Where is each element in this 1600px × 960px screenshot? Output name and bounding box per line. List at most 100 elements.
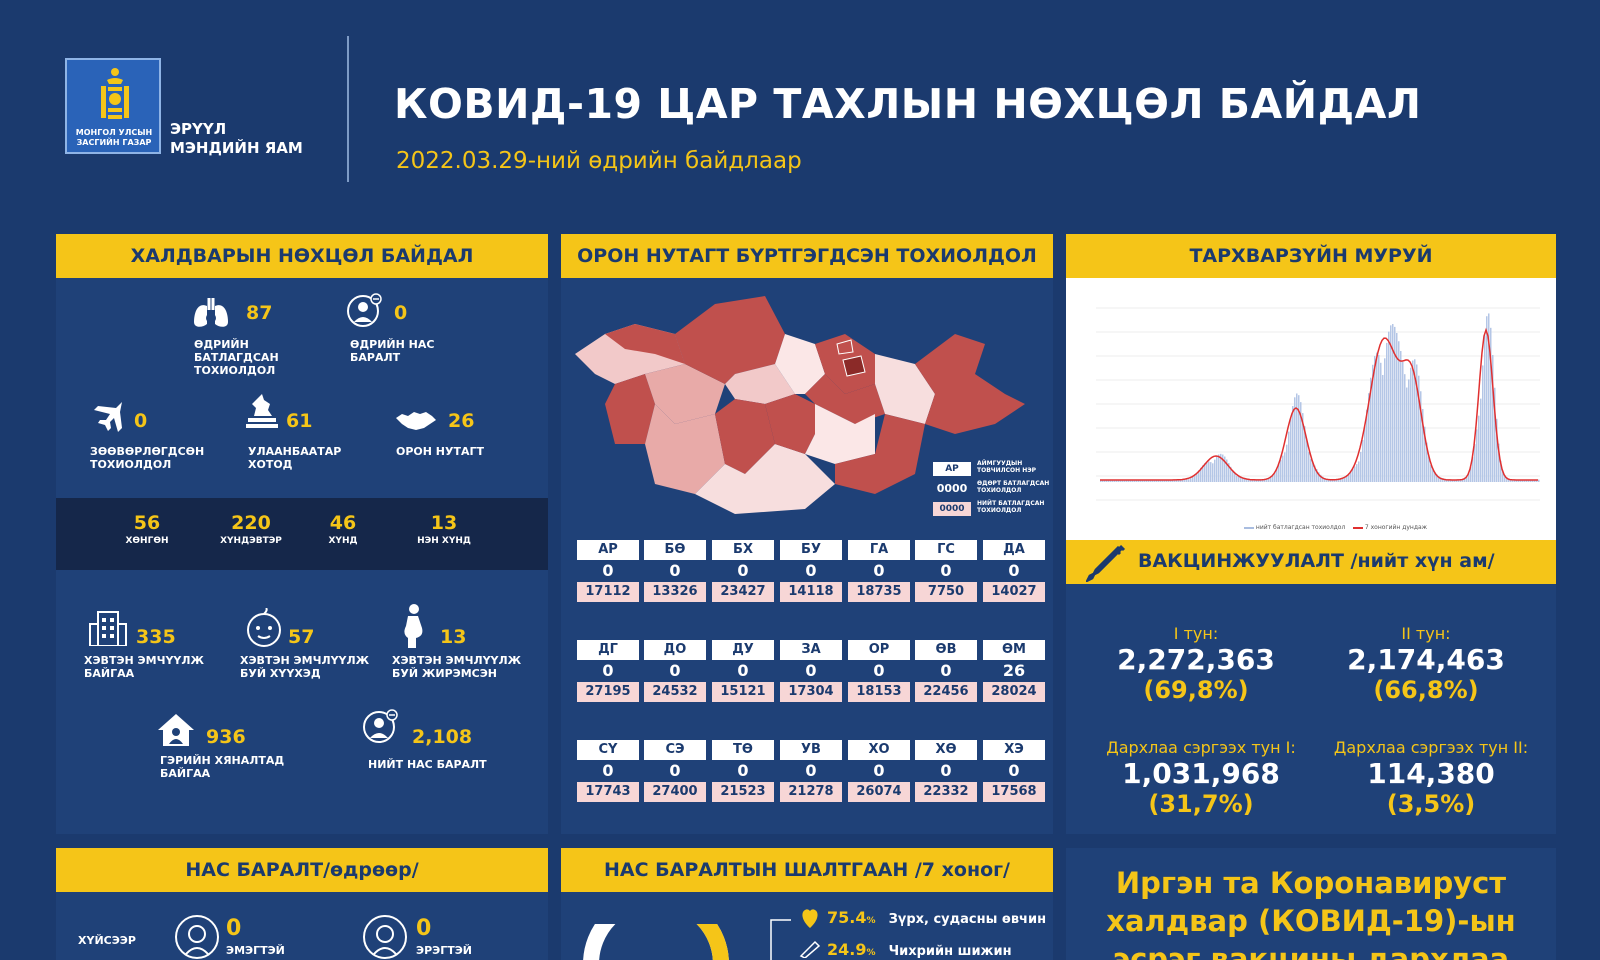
- province-daily-cases: 0: [940, 761, 952, 780]
- curve-bar: [1480, 398, 1482, 482]
- dose1-block: I тун: 2,272,363 (69,8%): [1117, 624, 1275, 704]
- curve-bar: [1498, 443, 1500, 482]
- curve-bar: [1348, 473, 1350, 482]
- curve-bar: [1380, 362, 1382, 482]
- curve-bar: [1300, 402, 1302, 482]
- province-cell: ГС 0 7750: [915, 540, 977, 602]
- ministry-name-line2: МЭНДИЙН ЯАМ: [170, 139, 303, 157]
- province-total-cases: 23427: [712, 582, 774, 602]
- legend-total-desc: НИЙТ БАТЛАГДСАН ТОХИОЛДОЛ: [977, 500, 1045, 514]
- province-cell: УВ 0 21278: [780, 740, 842, 802]
- curve-bar: [1496, 418, 1498, 482]
- curve-bar: [1264, 479, 1266, 482]
- cause-1-pct: 75.4: [827, 908, 867, 927]
- monument-icon: [246, 394, 278, 428]
- curve-bar: [1242, 477, 1244, 482]
- local-value: 26: [448, 410, 475, 432]
- province-total-cases: 17568: [983, 782, 1045, 802]
- female-deaths-label: ЭМЭГТЭЙ: [226, 944, 285, 957]
- curve-bar: [1394, 326, 1396, 482]
- province-code: ЗА: [780, 640, 842, 660]
- severity-mild: 56 ХӨНГӨН: [125, 512, 169, 546]
- curve-bar: [1360, 451, 1362, 482]
- curve-bar: [1334, 480, 1336, 482]
- curve-bar: [1516, 479, 1518, 482]
- curve-bar: [1428, 455, 1430, 482]
- epidemic-curve-title: ТАРХВАРЗҮЙН МУРУЙ: [1066, 234, 1556, 278]
- curve-bar: [1306, 439, 1308, 482]
- cause-2-pct: 24.9: [827, 940, 867, 959]
- daily-deaths-panel-title: НАС БАРАЛТ/өдрөөр/: [56, 848, 548, 892]
- curve-bar: [1270, 476, 1272, 482]
- province-daily-cases: 0: [737, 561, 749, 580]
- curve-bar: [1282, 455, 1284, 482]
- province-daily-cases: 0: [602, 761, 614, 780]
- curve-bar: [1346, 475, 1348, 482]
- province-total-cases: 27400: [644, 782, 706, 802]
- curve-bar: [1470, 466, 1472, 482]
- page-title: КОВИД-19 ЦАР ТАХЛЫН НӨХЦӨЛ БАЙДАЛ: [394, 80, 1422, 128]
- curve-bar: [1426, 442, 1428, 482]
- curve-bar: [1228, 463, 1230, 482]
- curve-bar: [1376, 352, 1378, 482]
- curve-bar: [1446, 479, 1448, 482]
- curve-bar: [1454, 480, 1456, 482]
- province-daily-cases: 0: [873, 561, 885, 580]
- province-code: ХО: [848, 740, 910, 760]
- curve-bar: [1278, 464, 1280, 482]
- curve-bar: [1248, 478, 1250, 482]
- mongolia-province-map: [575, 296, 1025, 514]
- curve-bar: [1336, 479, 1338, 482]
- curve-bar: [1152, 479, 1154, 482]
- cause-1-label: Зүрх, судасны өвчин: [888, 912, 1047, 927]
- curve-bar: [1218, 454, 1220, 482]
- province-cell: АР 0 17112: [577, 540, 639, 602]
- curve-bar: [1372, 364, 1374, 482]
- severity-severe: 46 ХҮНД: [328, 512, 358, 546]
- curve-bar: [1226, 459, 1228, 482]
- curve-bar: [1382, 374, 1384, 482]
- curve-bar: [1534, 479, 1536, 482]
- curve-bar: [1356, 464, 1358, 482]
- curve-bar: [1246, 478, 1248, 482]
- curve-bar: [1140, 480, 1142, 482]
- lungs-icon: [194, 298, 228, 327]
- legend-code-desc: АЙМГУУДЫН ТОВЧИЛСОН НЭР: [977, 460, 1037, 474]
- curve-bar: [1290, 418, 1292, 482]
- curve-bar: [1406, 387, 1408, 482]
- curve-bar: [1324, 477, 1326, 482]
- home-monitoring-label: ГЭРИЙН ХЯНАЛТАД БАЙГАА: [160, 754, 285, 780]
- curve-bar: [1202, 465, 1204, 482]
- curve-bar: [1222, 454, 1224, 482]
- government-logo: МОНГОЛ УЛСЫН ЗАСГИЙН ГАЗАР: [65, 58, 161, 154]
- curve-bar: [1210, 462, 1212, 482]
- province-code: БӨ: [644, 540, 706, 560]
- curve-bar: [1238, 476, 1240, 482]
- curve-bar: [1114, 480, 1116, 482]
- curve-bar: [1412, 360, 1414, 482]
- cause-2: 24.9% Чихрийн шижин: [827, 940, 1012, 959]
- daily-deaths-value: 0: [394, 302, 408, 324]
- curve-bar: [1106, 479, 1108, 482]
- curve-bar: [1432, 469, 1434, 482]
- province-code: УВ: [780, 740, 842, 760]
- total-deaths-icon: [363, 709, 398, 743]
- children-value: 57: [288, 626, 315, 648]
- curve-bar: [1452, 480, 1454, 482]
- ulaanbaatar-value: 61: [286, 410, 313, 432]
- cause-1-unit: %: [866, 916, 876, 926]
- province-cell: СҮ 0 17743: [577, 740, 639, 802]
- daily-deaths-label: ӨДРИЙН НАС БАРАЛТ: [350, 338, 435, 364]
- hospitalized-value: 335: [136, 626, 176, 648]
- province-daily-cases: 0: [873, 761, 885, 780]
- curve-bar: [1456, 480, 1458, 482]
- curve-bar: [1494, 387, 1496, 482]
- pregnant-icon: [404, 604, 423, 648]
- curve-bar: [1500, 460, 1502, 482]
- curve-bar: [1182, 479, 1184, 482]
- curve-bar: [1518, 479, 1520, 482]
- curve-bar: [1378, 354, 1380, 482]
- curve-bar: [1160, 480, 1162, 482]
- curve-bar: [1110, 479, 1112, 482]
- curve-bar: [1230, 466, 1232, 482]
